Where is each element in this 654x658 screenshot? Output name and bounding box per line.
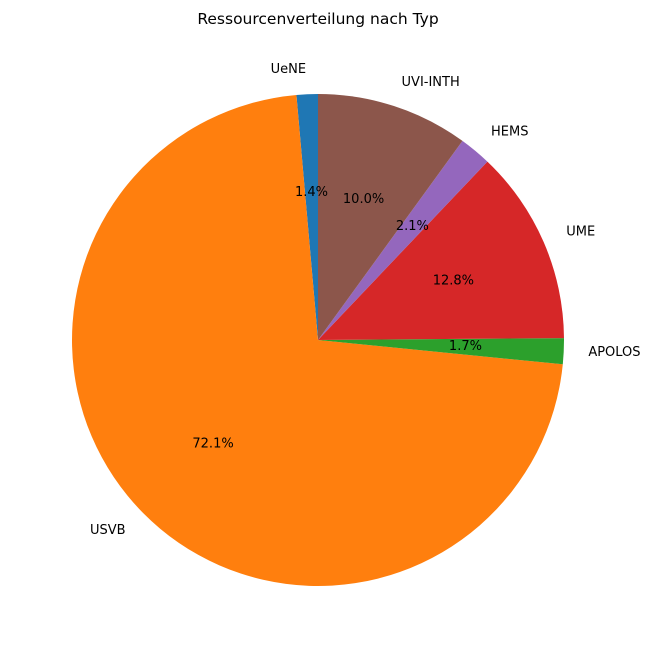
slice-ume [318, 161, 564, 340]
label-uene: UeNE [271, 62, 306, 77]
slice-apolos [318, 338, 564, 365]
percent-labels: 1.4% 72.1% 1.7% 12.8% 2.1% 10.0% [192, 185, 482, 451]
label-hems: HEMS [491, 124, 528, 139]
pct-uene: 1.4% [295, 185, 328, 200]
label-uvi-inth: UVI-INTH [402, 75, 460, 90]
slice-uene [296, 94, 318, 340]
slice-usvb [71, 94, 563, 587]
slice-uvi-inth [318, 94, 463, 340]
pct-uvi-inth: 10.0% [343, 192, 384, 207]
pct-apolos: 1.7% [449, 339, 482, 354]
pct-usvb: 72.1% [192, 436, 233, 451]
label-usvb: USVB [90, 523, 126, 538]
slice-hems [318, 140, 488, 340]
pie-slices [71, 94, 564, 587]
slice-labels: UeNE USVB APOLOS UME HEMS UVI-INTH [90, 62, 641, 538]
pct-hems: 2.1% [396, 219, 429, 234]
chart-title: Ressourcenverteilung nach Typ [197, 10, 438, 28]
label-apolos: APOLOS [588, 345, 640, 360]
pct-ume: 12.8% [433, 274, 474, 289]
label-ume: UME [566, 225, 595, 240]
